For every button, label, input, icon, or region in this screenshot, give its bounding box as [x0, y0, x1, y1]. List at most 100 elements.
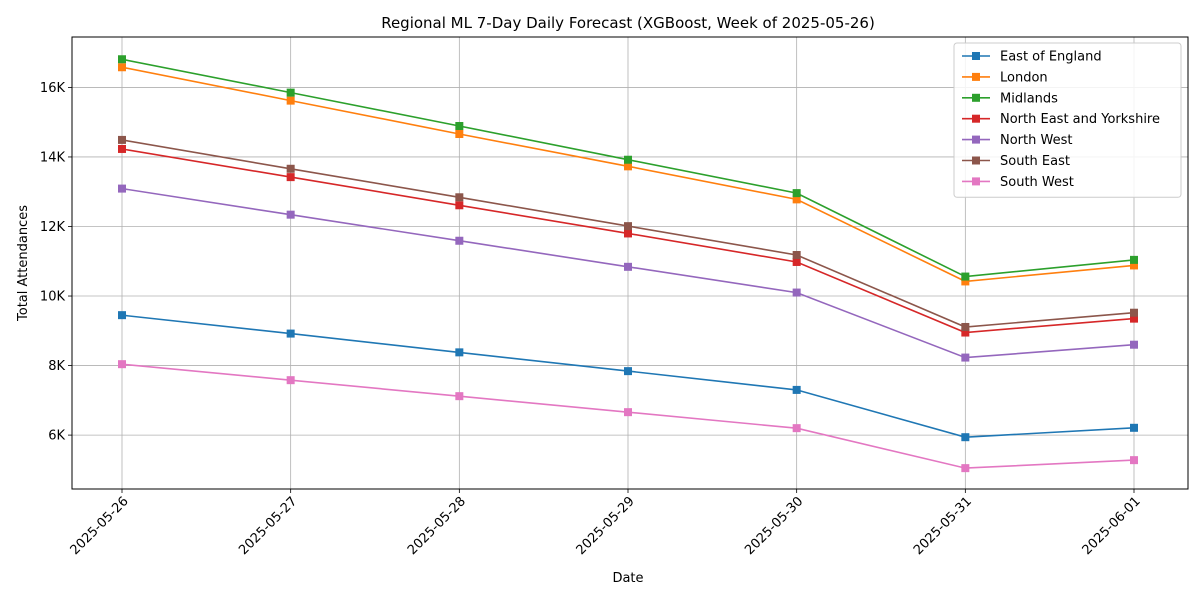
legend-label: North West: [1000, 133, 1072, 148]
legend-item: Midlands: [962, 91, 1058, 106]
data-point: [455, 130, 464, 139]
data-point: [961, 272, 970, 281]
x-tick-label: 2025-05-31: [911, 494, 975, 558]
data-point: [118, 311, 126, 320]
data-point: [624, 162, 632, 171]
plot-frame: [71, 36, 1189, 490]
data-point: [286, 96, 295, 105]
data-point: [792, 424, 801, 433]
data-point: [961, 277, 970, 286]
y-tick-label: 16K: [40, 81, 66, 96]
legend-item: East of England: [962, 50, 1102, 65]
y-tick-label: 6K: [48, 429, 65, 444]
data-point: [455, 392, 464, 401]
legend-label: Midlands: [1000, 91, 1058, 106]
data-point: [1130, 308, 1138, 317]
y-axis-label: Total Attendances: [16, 205, 31, 322]
y-tick-label: 10K: [40, 290, 66, 305]
data-point: [961, 464, 970, 473]
data-point: [286, 88, 295, 97]
data-point: [455, 193, 464, 202]
x-tick-label: 2025-05-30: [742, 494, 806, 558]
data-point: [1130, 340, 1138, 349]
series-east-of-england: [118, 311, 1138, 442]
data-point: [1130, 423, 1138, 432]
data-point: [792, 251, 801, 260]
data-point: [455, 236, 464, 245]
data-point: [286, 329, 295, 338]
data-point: [792, 257, 801, 266]
data-point: [624, 155, 632, 164]
x-axis-label: Date: [612, 571, 643, 586]
data-point: [1130, 314, 1138, 323]
data-point: [1130, 456, 1138, 465]
legend-label: South West: [1000, 175, 1074, 190]
y-tick-label: 8K: [48, 359, 65, 374]
series-south-east: [118, 135, 1138, 331]
data-point: [455, 348, 464, 357]
x-axis-ticks: 2025-05-26 2025-05-27 2025-05-28 2025-05-29…: [68, 489, 1144, 558]
y-tick-label: 12K: [40, 220, 66, 235]
data-point: [118, 184, 126, 193]
series-midlands: [118, 55, 1138, 281]
data-point: [624, 262, 632, 271]
legend-marker: [972, 156, 980, 165]
data-point: [286, 173, 295, 182]
y-tick-label: 14K: [40, 150, 66, 165]
legend-marker: [972, 93, 980, 102]
legend-marker: [972, 135, 980, 144]
data-point: [792, 189, 801, 198]
data-point: [286, 210, 295, 219]
legend-item: North East and Yorkshire: [962, 112, 1160, 127]
data-point: [792, 195, 801, 204]
data-point: [118, 55, 126, 64]
data-point: [961, 322, 970, 331]
data-point: [455, 122, 464, 131]
x-tick-label: 2025-05-26: [68, 494, 132, 558]
legend-item: London: [962, 70, 1048, 85]
legend-marker: [972, 177, 980, 186]
legend-marker: [972, 72, 980, 81]
data-point: [624, 222, 632, 231]
data-point: [792, 288, 801, 297]
data-point: [118, 144, 126, 153]
data-point: [624, 229, 632, 238]
data-point: [961, 433, 970, 442]
legend-item: South East: [962, 154, 1070, 169]
data-point: [961, 353, 970, 362]
x-tick-label: 2025-06-01: [1080, 494, 1144, 558]
legend-box: [953, 42, 1182, 198]
series-south-west: [118, 360, 1138, 473]
legend-label: London: [1000, 70, 1048, 85]
legend-label: South East: [1000, 154, 1070, 169]
data-point: [286, 164, 295, 173]
x-tick-label: 2025-05-29: [574, 494, 638, 558]
data-point: [118, 135, 126, 144]
legend-label: East of England: [1000, 50, 1102, 65]
data-point: [455, 201, 464, 210]
legend: East of England London Midlands North East …: [953, 42, 1182, 198]
data-point: [792, 385, 801, 394]
data-point: [624, 367, 632, 376]
data-point: [961, 328, 970, 337]
series-north-east-and-yorkshire: [118, 144, 1138, 337]
y-axis-ticks: 6K 8K 10K 12K 14K 16K: [40, 81, 72, 444]
data-point: [1130, 261, 1138, 270]
data-point: [118, 360, 126, 369]
legend-item: North West: [962, 133, 1072, 148]
series-north-west: [118, 184, 1138, 362]
legend-marker: [972, 114, 980, 123]
data-point: [118, 63, 126, 72]
x-tick-label: 2025-05-27: [236, 494, 300, 558]
data-point: [1130, 255, 1138, 264]
legend-item: South West: [962, 175, 1074, 190]
data-point: [286, 376, 295, 385]
legend-marker: [972, 52, 980, 60]
legend-label: North East and Yorkshire: [1000, 112, 1160, 127]
series-layer: [118, 55, 1138, 473]
series-london: [118, 63, 1138, 286]
x-tick-label: 2025-05-28: [405, 494, 469, 558]
chart-title: Regional ML 7-Day Daily Forecast (XGBoos…: [381, 14, 875, 32]
data-point: [624, 408, 632, 417]
